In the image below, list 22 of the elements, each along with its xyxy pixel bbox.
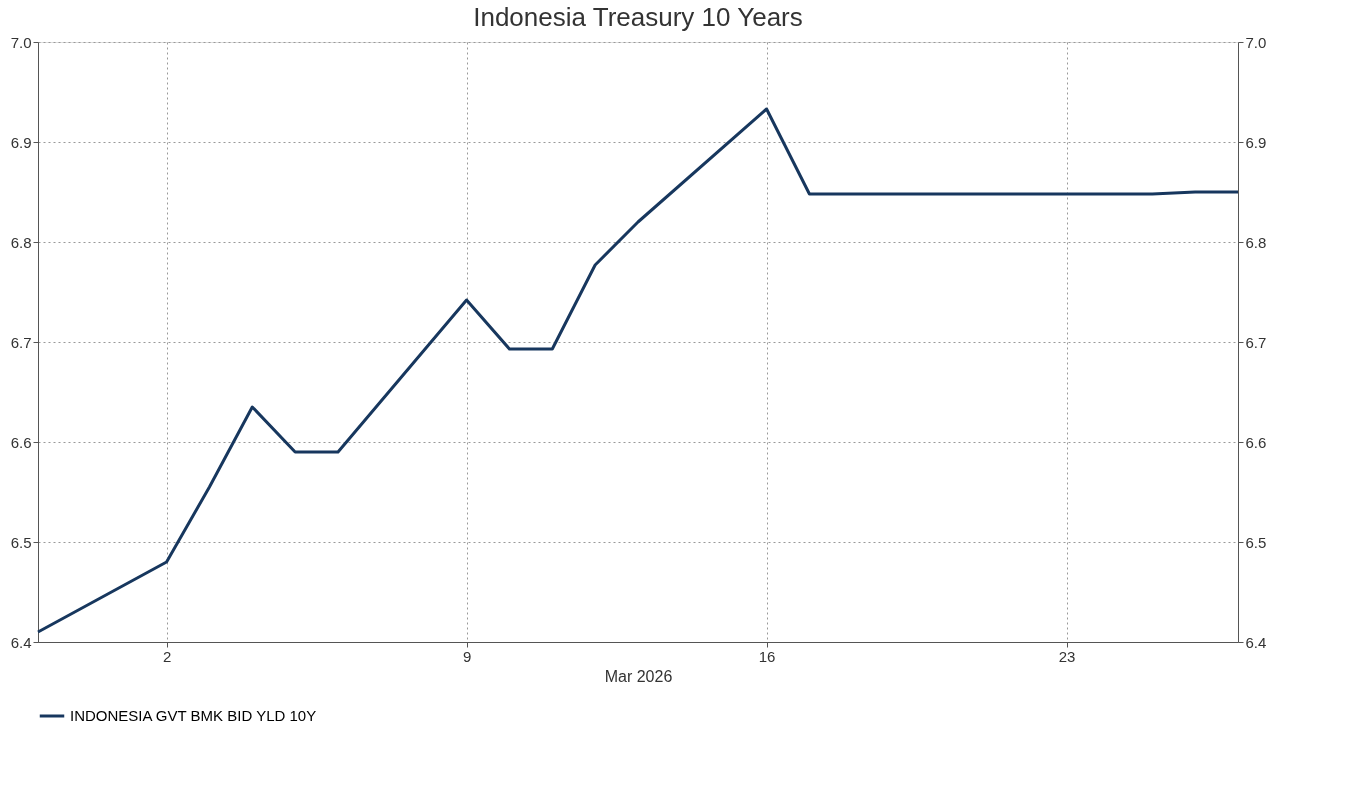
y-tick-label: 6.7 xyxy=(10,333,32,351)
x-tick-label: 9 xyxy=(462,647,472,665)
y2-tick-label: 6.7 xyxy=(1245,333,1267,351)
y2-tick-label: 6.6 xyxy=(1245,433,1267,451)
y-tick-label: 6.9 xyxy=(10,133,32,151)
x-tick-label: 16 xyxy=(758,647,776,665)
x-axis-title: Mar 2026 xyxy=(604,667,673,685)
y2-tick-label: 7.0 xyxy=(1245,33,1267,51)
line-series xyxy=(36,107,1240,634)
chart-title: Indonesia Treasury 10 Years xyxy=(473,2,803,32)
y2-tick-label: 6.9 xyxy=(1245,133,1267,151)
x-tick-label: 2 xyxy=(162,647,172,665)
legend-label: INDONESIA GVT BMK BID YLD 10Y xyxy=(70,707,317,724)
y-tick-label: 7.0 xyxy=(10,33,32,51)
y2-tick-label: 6.4 xyxy=(1245,633,1267,651)
y-tick-label: 6.8 xyxy=(10,233,32,251)
y-tick-label: 6.4 xyxy=(10,633,32,651)
y2-tick-label: 6.5 xyxy=(1245,533,1267,551)
y-tick-label: 6.5 xyxy=(10,533,32,551)
y2-tick-label: 6.8 xyxy=(1245,233,1267,251)
y-tick-label: 6.6 xyxy=(10,433,32,451)
x-tick-label: 23 xyxy=(1058,647,1076,665)
